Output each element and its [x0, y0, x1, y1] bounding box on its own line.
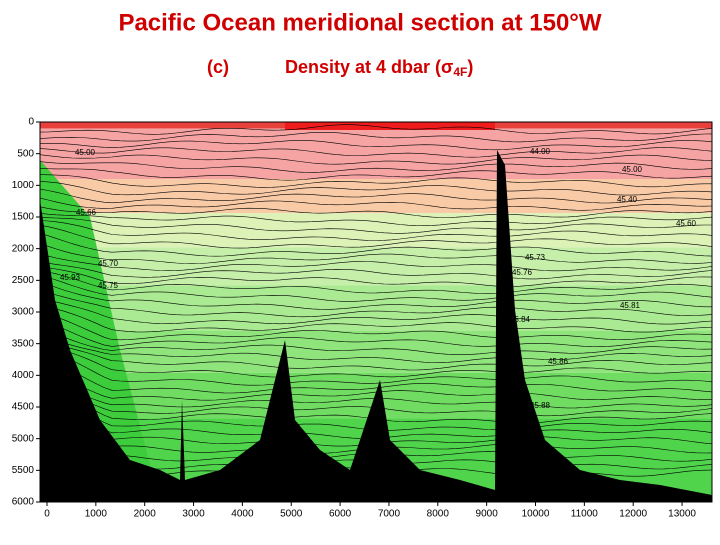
subtitle-text: Density at 4 dbar (σ: [285, 57, 453, 77]
contour-label: 45.00: [622, 165, 643, 174]
bottom-topography: [40, 150, 712, 502]
contour-line: [39, 311, 713, 341]
contour-label: 45.76: [512, 268, 533, 277]
x-tick-label: 11000: [571, 509, 599, 520]
contour-label: 45.93: [60, 273, 81, 282]
contour-line: [39, 253, 713, 272]
y-tick-label: 4500: [12, 402, 35, 413]
y-tick-label: 4000: [12, 370, 35, 381]
x-tick-label: 13000: [668, 509, 696, 520]
contour-label: 45.88: [530, 401, 551, 410]
y-tick-label: 2500: [12, 275, 35, 286]
contour-line: [39, 304, 713, 333]
contour-line: [39, 281, 712, 310]
contour-label: 45.66: [76, 208, 97, 217]
panel-label: (c): [207, 57, 229, 77]
x-tick-label: 6000: [329, 509, 352, 520]
x-tick-label: 8000: [427, 509, 450, 520]
contour-line: [39, 161, 713, 173]
y-tick-label: 1500: [12, 212, 35, 223]
contour-label: 44.00: [530, 147, 551, 156]
x-tick-label: 0: [44, 509, 50, 520]
contour-line: [39, 333, 713, 363]
contour-line: [39, 266, 713, 287]
contour-label: 45.70: [98, 259, 119, 268]
contour-line: [39, 326, 713, 355]
contour-line: [39, 181, 713, 196]
contour-line: [39, 343, 713, 378]
contour-label: 45.84: [510, 315, 531, 324]
x-tick-label: 4000: [231, 509, 254, 520]
x-tick-label: 5000: [280, 509, 303, 520]
contour-line: [39, 347, 713, 386]
contour-line: [39, 217, 712, 234]
chart-title: Pacific Ocean meridional section at 150°…: [118, 9, 601, 36]
contour-line: [39, 339, 713, 371]
y-tick-label: 1000: [12, 180, 35, 191]
x-tick-label: 3000: [182, 509, 205, 520]
contour-line: [39, 213, 713, 227]
density-band: [40, 331, 712, 373]
y-tick-label: 5500: [12, 465, 35, 476]
contour-line: [39, 140, 713, 151]
contour-line: [39, 188, 713, 204]
contour-line: [39, 232, 713, 257]
contour-label: 45.40: [617, 195, 638, 204]
contour-line: [39, 289, 713, 318]
subtitle-end: ): [467, 57, 473, 77]
contour-line: [39, 197, 713, 211]
y-tick-label: 3500: [12, 338, 35, 349]
contour-label: 45.75: [98, 281, 119, 290]
surface-band: [285, 122, 495, 130]
plot-area: 45.00 44.00 45.00 45.40 45.60 45.66 45.93 45.70…: [12, 117, 713, 520]
contour-line: [39, 174, 712, 188]
y-tick-label: 6000: [12, 497, 35, 508]
contour-line: [39, 318, 713, 348]
contour-label: 45.73: [525, 253, 546, 262]
contour-line: [39, 168, 713, 181]
contour-line: [39, 224, 713, 249]
contour-label: 45.81: [620, 301, 641, 310]
contour-line: [39, 124, 713, 135]
contour-line: [39, 270, 713, 294]
y-tick-label: 3000: [12, 307, 35, 318]
x-tick-label: 10000: [522, 509, 550, 520]
x-tick-label: 2000: [134, 509, 157, 520]
subtitle: Density at 4 dbar (σ4F): [285, 57, 473, 79]
x-tick-label: 9000: [476, 509, 499, 520]
y-tick-label: 0: [28, 117, 34, 128]
density-band: [40, 213, 712, 248]
x-tick-label: 1000: [85, 509, 108, 520]
subtitle-subscript: 4F: [453, 65, 467, 79]
contour-line: [39, 154, 713, 165]
contour-line: [39, 132, 713, 143]
contour-line: [39, 354, 713, 394]
contour-line: [39, 147, 713, 158]
contour-line: [39, 220, 713, 241]
x-tick-label: 12000: [619, 509, 647, 520]
y-tick-label: 5000: [12, 433, 35, 444]
density-band: [40, 128, 712, 179]
contour-label: 45.60: [676, 219, 697, 228]
contour-line: [39, 243, 713, 265]
contour-label: 45.00: [75, 148, 96, 157]
contour-line: [39, 297, 713, 325]
contour-label: 45.86: [548, 357, 569, 366]
y-tick-label: 500: [17, 148, 34, 159]
contour-line: [39, 261, 713, 280]
y-tick-label: 2000: [12, 243, 35, 254]
contour-line: [39, 206, 713, 218]
x-tick-label: 7000: [378, 509, 401, 520]
contour-line: [39, 274, 713, 302]
